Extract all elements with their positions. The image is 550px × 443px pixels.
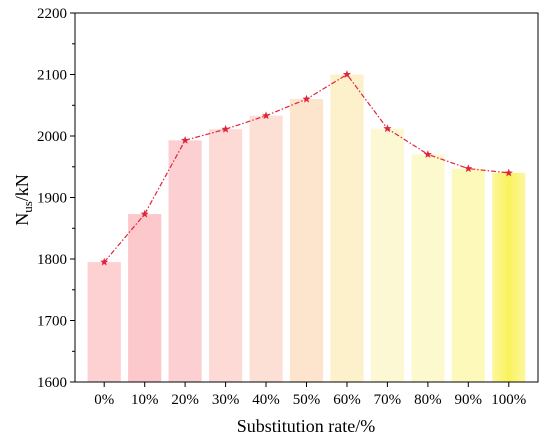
x-axis-title: Substitution rate/%: [237, 416, 376, 436]
x-tick-label: 100%: [491, 392, 526, 408]
series-marker-star: [342, 70, 352, 78]
y-tick-label: 2000: [37, 129, 67, 145]
x-tick-label: 20%: [171, 392, 199, 408]
y-axis-title-main: N: [12, 213, 32, 226]
bar-80pct: [411, 154, 445, 382]
series-marker-star: [423, 150, 432, 158]
series-marker-star: [221, 124, 230, 133]
x-tick-label: 90%: [455, 392, 483, 408]
bar-20pct: [168, 140, 202, 382]
series-marker-star: [181, 136, 190, 144]
bar-90pct: [451, 168, 485, 382]
x-tick-label: 10%: [131, 392, 159, 408]
x-tick-label: 60%: [333, 392, 361, 408]
tick-labels-group: 0% 10% 20% 30% 40% 50% 60% 70% 80% 90% 100% 1600 170…: [37, 6, 526, 408]
y-tick-label: 2100: [37, 68, 67, 84]
y-tick-label: 1700: [37, 314, 67, 330]
x-tick-label: 30%: [212, 392, 240, 408]
y-axis-title-subscript: us: [20, 201, 35, 213]
bar-40pct: [249, 115, 283, 382]
y-tick-label: 1800: [37, 252, 67, 268]
series-marker-star: [261, 111, 271, 120]
y-tick-label: 1900: [37, 191, 67, 207]
series-marker-star: [464, 164, 473, 173]
x-tick-label: 70%: [374, 392, 402, 408]
y-axis-title-unit: /kN: [12, 174, 32, 201]
x-tick-label: 0%: [94, 392, 114, 408]
bar-100pct: [492, 172, 526, 382]
series-marker-star: [383, 124, 392, 133]
bar-50pct: [289, 99, 324, 382]
series-marker-star: [140, 209, 149, 218]
y-axis-title: Nus/kN: [12, 174, 35, 226]
y-tick-label: 2200: [37, 6, 67, 22]
x-tick-label: 40%: [252, 392, 280, 408]
x-tick-label: 50%: [293, 392, 321, 408]
bar-30pct: [209, 129, 243, 382]
axes-group: [70, 12, 539, 387]
series-marker-star: [302, 94, 311, 103]
bar-10pct: [128, 214, 162, 382]
bar-0pct: [87, 262, 121, 382]
bar-60pct: [330, 74, 364, 382]
y-tick-label: 1600: [37, 375, 67, 391]
series-marker-star: [504, 168, 513, 177]
series-line-group: [100, 70, 513, 266]
bars-group: [87, 74, 526, 382]
bar-70pct: [370, 128, 404, 382]
series-marker-star: [100, 257, 109, 266]
x-tick-label: 80%: [414, 392, 442, 408]
